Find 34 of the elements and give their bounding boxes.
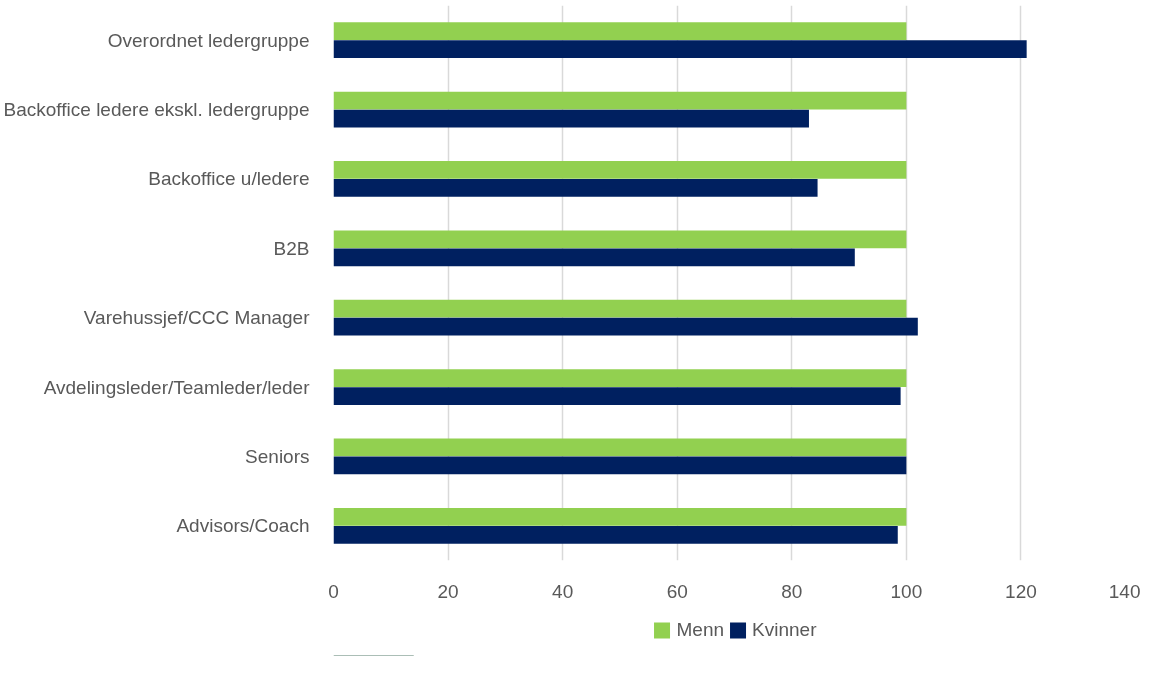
x-tick-label: 20: [437, 580, 459, 602]
x-tick-label: 140: [1108, 580, 1141, 602]
bar: [333, 179, 818, 197]
x-tick-label: 100: [890, 580, 923, 602]
bar: [333, 369, 907, 387]
bar: [333, 438, 907, 457]
y-tick-label: Overordnet ledergruppe: [107, 29, 310, 51]
bar: [333, 22, 907, 41]
bar: [333, 161, 907, 179]
bar: [333, 230, 907, 249]
bar: [333, 91, 907, 110]
x-tick-label: 60: [666, 580, 688, 602]
x-tick-label: 80: [781, 580, 803, 602]
y-tick-label: Advisors/Coach: [176, 515, 310, 537]
bar: [333, 299, 907, 318]
legend-label: Menn: [676, 619, 725, 641]
bar: [333, 40, 1027, 59]
legend-label: Kvinner: [752, 619, 817, 641]
x-tick-label: 120: [1005, 580, 1037, 602]
bar: [333, 317, 918, 336]
x-tick-label: 0: [328, 580, 339, 602]
bar: [333, 248, 855, 267]
bar: [333, 525, 898, 544]
y-tick-label: Avdelingsleder/Teamleder/leder: [43, 376, 311, 398]
y-tick-label: Backoffice u/ledere: [148, 168, 310, 190]
y-tick-label: Varehussjef/CCC Manager: [83, 307, 311, 329]
x-tick-label: 40: [552, 580, 574, 602]
bar: [333, 109, 809, 128]
bar: [333, 387, 901, 405]
bar: [333, 507, 907, 526]
y-tick-label: B2B: [273, 237, 310, 259]
y-tick-label: Backoffice ledere ekskl. ledergruppe: [3, 99, 310, 121]
y-tick-label: Seniors: [245, 445, 310, 467]
bar: [333, 456, 907, 475]
